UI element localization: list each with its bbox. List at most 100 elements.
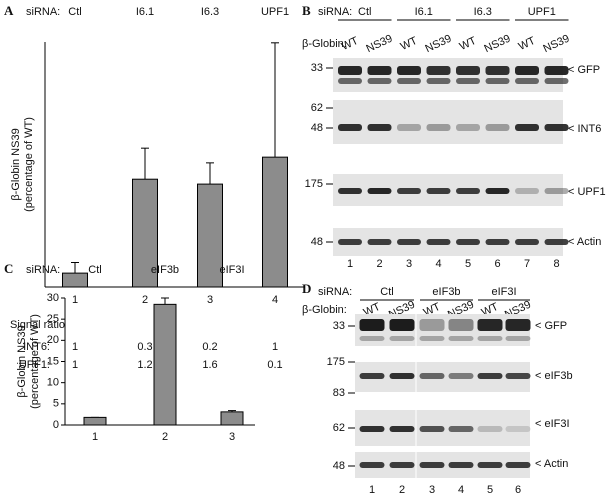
lane-number: 3 [406, 258, 412, 270]
band [426, 66, 451, 75]
y-tick-label: 15 [47, 355, 59, 367]
lane-number: 1 [347, 258, 353, 270]
x-tick-label: 1 [72, 294, 78, 306]
band [389, 462, 415, 468]
band-label: < INT6 [568, 123, 601, 135]
sirna-name: UPF1 [528, 6, 556, 18]
band [544, 124, 569, 131]
band-label: < Actin [535, 458, 568, 470]
band [389, 319, 415, 331]
signal-ratio-title: Signal ratio [10, 319, 65, 331]
band [359, 426, 385, 432]
lane-label: WT [458, 35, 479, 53]
sirna-name: I6.1 [415, 6, 433, 18]
lane-number: 8 [553, 258, 559, 270]
y-axis-label: β-Globin NS39(percentage of WT) [16, 314, 41, 409]
band [505, 373, 531, 379]
ratio-value: 1.6 [202, 359, 217, 371]
band [419, 319, 445, 331]
band [338, 66, 362, 75]
marker-label: 175 [305, 178, 323, 190]
y-tick-label: 30 [47, 292, 59, 304]
band [515, 188, 539, 194]
lane-label: NS39 [364, 33, 394, 56]
lane-label: NS39 [541, 33, 571, 56]
lane-number: 6 [515, 484, 521, 496]
lane-number: 3 [429, 484, 435, 496]
x-tick-label: 4 [272, 294, 278, 306]
band [505, 426, 531, 432]
ratio-value: 0.1 [267, 359, 282, 371]
marker-label: 33 [311, 62, 323, 74]
band-label: < GFP [568, 64, 600, 76]
bar [220, 411, 244, 426]
band [505, 462, 531, 468]
band [397, 124, 421, 131]
marker-label: 175 [327, 356, 345, 368]
band [477, 373, 503, 379]
marker-label: 62 [333, 422, 345, 434]
band [485, 188, 510, 194]
band [448, 426, 474, 432]
y-tick-label: 20 [47, 334, 59, 346]
band [544, 239, 569, 245]
band [448, 462, 474, 468]
sirna-label: siRNA: [318, 286, 352, 298]
band [338, 124, 362, 131]
lane-label: WT [517, 35, 538, 53]
band [367, 78, 392, 84]
band [389, 336, 415, 341]
band [426, 188, 451, 194]
band-label: < UPF1 [568, 186, 606, 198]
band [367, 124, 392, 131]
marker-label: 83 [333, 387, 345, 399]
band [367, 239, 392, 245]
band [505, 336, 531, 341]
band [448, 373, 474, 379]
sirna-name: I6.1 [136, 6, 154, 18]
y-tick-label: 25 [47, 313, 59, 325]
y-tick-label: 5 [53, 398, 59, 410]
sirna-name: Ctl [88, 264, 101, 276]
y-tick-label: 0 [53, 419, 59, 431]
x-tick-label: 2 [162, 431, 168, 443]
lane-number: 5 [465, 258, 471, 270]
band [515, 239, 539, 245]
band [515, 66, 539, 75]
band [426, 239, 451, 245]
sirna-name: eIF3b [151, 264, 179, 276]
marker-label: 48 [311, 236, 323, 248]
band [544, 188, 569, 194]
ratio-value: 0.2 [202, 341, 217, 353]
panel-letter: C [4, 261, 13, 276]
band [544, 66, 569, 75]
ratio-value: 1.2 [137, 359, 152, 371]
band [359, 373, 385, 379]
band [419, 373, 445, 379]
band [515, 124, 539, 131]
bar [62, 272, 88, 288]
band [477, 336, 503, 341]
band [477, 319, 503, 331]
band [338, 239, 362, 245]
sirna-name: eIF3b [432, 286, 460, 298]
lane-number: 1 [369, 484, 375, 496]
band [419, 462, 445, 468]
x-tick-label: 2 [142, 294, 148, 306]
band [389, 426, 415, 432]
marker-label: 48 [333, 460, 345, 472]
band [505, 319, 531, 331]
band [367, 66, 392, 75]
sirna-name: eIF3I [219, 264, 244, 276]
band [448, 319, 474, 331]
band [477, 426, 503, 432]
band [485, 124, 510, 131]
bar [262, 156, 288, 288]
lane-number: 6 [494, 258, 500, 270]
lane-number: 4 [458, 484, 464, 496]
band [456, 66, 480, 75]
ratio-label: UPF1: [19, 359, 50, 371]
ratio-value: 1 [72, 359, 78, 371]
lane-number: 4 [435, 258, 441, 270]
